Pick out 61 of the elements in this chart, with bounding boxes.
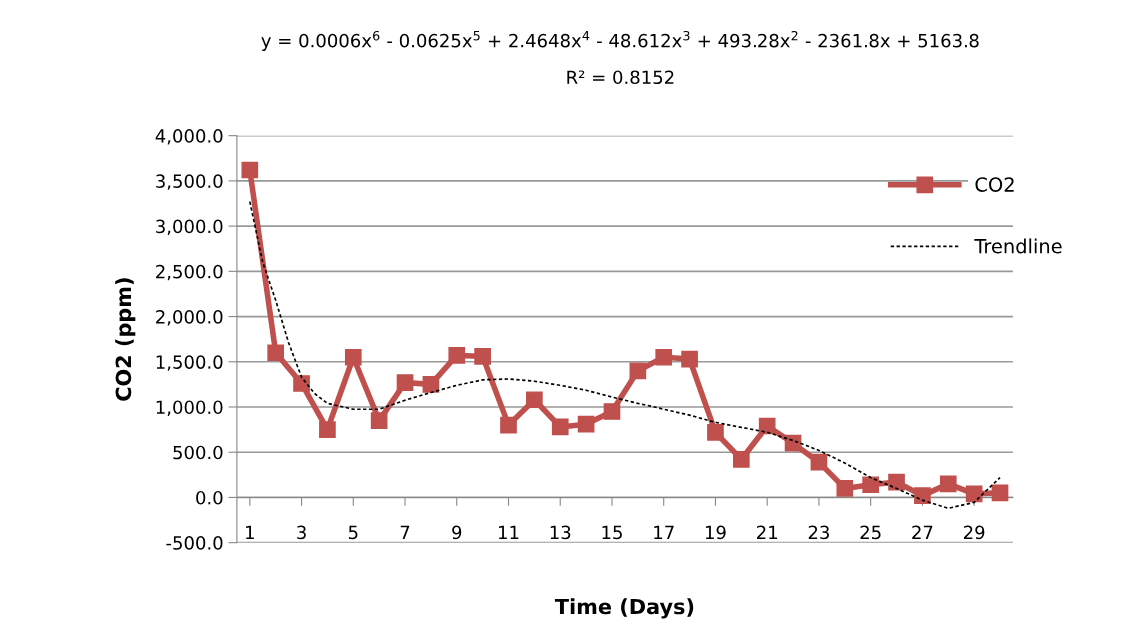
x-tick-label: 25 bbox=[860, 525, 881, 540]
y-tick-label: -500.0 bbox=[166, 536, 223, 550]
x-tick-label: 29 bbox=[963, 525, 985, 540]
point bbox=[319, 421, 336, 438]
point bbox=[526, 391, 543, 409]
point bbox=[655, 348, 673, 366]
point bbox=[732, 451, 750, 468]
x-tick-label: 17 bbox=[654, 525, 674, 539]
point bbox=[681, 350, 698, 368]
point bbox=[370, 412, 388, 429]
x-tick-label: 11 bbox=[499, 525, 519, 539]
point bbox=[965, 485, 983, 503]
point bbox=[836, 480, 854, 497]
y-tick-label: 500.0 bbox=[173, 445, 223, 460]
legend-label: CO2 bbox=[975, 177, 1014, 192]
x-tick-label: 19 bbox=[705, 525, 726, 540]
point bbox=[293, 375, 310, 392]
point bbox=[784, 434, 802, 452]
y-tick-label: 2,000.0 bbox=[156, 310, 223, 326]
x-tick-label: 1 bbox=[246, 525, 254, 539]
x-tick-label: 7 bbox=[400, 525, 410, 539]
y-tick-label: 0.0 bbox=[196, 490, 223, 505]
point bbox=[500, 416, 517, 434]
legend-label: Trendline bbox=[974, 238, 1062, 254]
y-tick-label: 2,500.0 bbox=[156, 264, 223, 281]
y-tick-label: 3,000.0 bbox=[156, 219, 223, 236]
y-tick-label: 1,000.0 bbox=[156, 400, 223, 416]
x-tick-label: 9 bbox=[452, 525, 462, 540]
point bbox=[810, 453, 828, 471]
text: R² = 0.8152 bbox=[567, 70, 674, 85]
x-tick-label: 3 bbox=[297, 525, 306, 540]
point bbox=[344, 348, 362, 366]
text: y = 0.0006x$^{6}$ - 0.0625x$^{5}$ + 2.4648x$^{4}$ - 48.612x$^{3}$ + 493.28x$^{2}$ - 2361.8x + 5163.8 bbox=[261, 30, 979, 51]
x-tick-label: 5 bbox=[348, 525, 358, 540]
point bbox=[862, 476, 879, 494]
y-tick-label: 4,000.0 bbox=[155, 129, 223, 145]
x-tick-label: 21 bbox=[757, 525, 778, 539]
y-axis-title: CO2 (ppm) bbox=[115, 278, 136, 401]
point bbox=[914, 487, 931, 504]
x-tick-label: 13 bbox=[550, 525, 571, 540]
point bbox=[707, 423, 724, 441]
point bbox=[758, 417, 776, 435]
point bbox=[551, 418, 569, 436]
point bbox=[267, 344, 285, 362]
x-tick-label: 27 bbox=[912, 525, 933, 539]
point bbox=[448, 347, 466, 364]
point bbox=[991, 484, 1009, 502]
x-tick-label: 15 bbox=[602, 525, 622, 540]
point bbox=[888, 473, 905, 491]
point bbox=[629, 362, 647, 380]
point bbox=[241, 161, 259, 179]
point bbox=[474, 348, 491, 365]
y-tick-label: 1,500.0 bbox=[156, 355, 223, 371]
x-axis-title: Time (Days) bbox=[554, 598, 694, 619]
point bbox=[577, 415, 595, 433]
point bbox=[396, 374, 414, 391]
point bbox=[939, 475, 957, 493]
y-tick-label: 3,500.0 bbox=[156, 174, 223, 190]
x-tick-label: 23 bbox=[808, 525, 829, 540]
point bbox=[422, 376, 440, 393]
point bbox=[603, 403, 621, 420]
